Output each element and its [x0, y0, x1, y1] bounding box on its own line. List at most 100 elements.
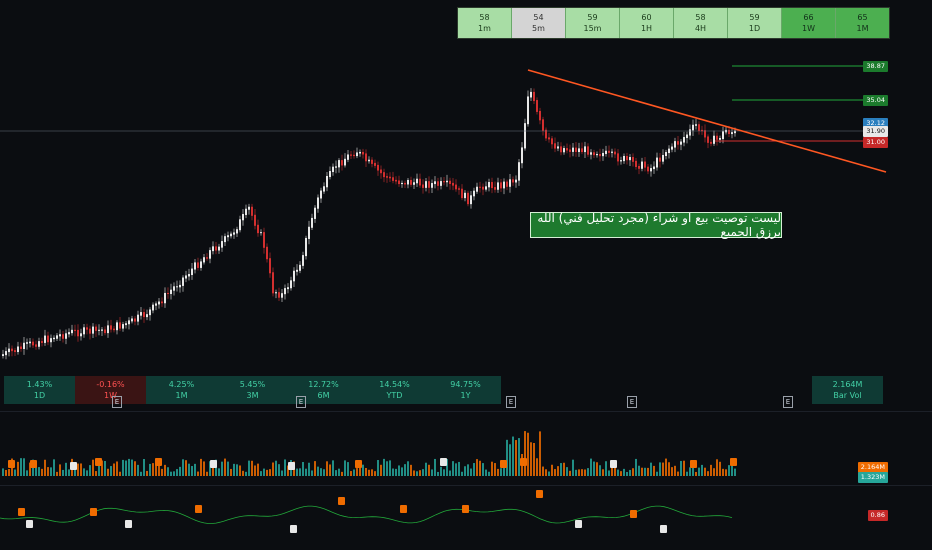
candle-body: [248, 206, 250, 210]
candle-body: [299, 264, 301, 271]
candle-body: [152, 304, 154, 311]
candle-body: [20, 346, 22, 349]
timeframe-score: 66: [803, 13, 814, 22]
candle-body: [224, 236, 226, 243]
volume-bar: [242, 470, 244, 476]
volume-bar: [230, 468, 232, 476]
timeframe-label: 1W: [802, 24, 815, 33]
volume-bar: [197, 471, 199, 476]
volume-bar: [671, 467, 673, 476]
candle-body: [257, 224, 259, 234]
candle-body: [542, 119, 544, 131]
volume-ma-tag: 1.323M: [857, 472, 888, 483]
candle-body: [617, 153, 619, 162]
volume-bar: [323, 469, 325, 476]
candle-body: [146, 314, 148, 318]
candle-body: [371, 159, 373, 164]
candle-body: [86, 327, 88, 330]
volume-bar: [566, 467, 568, 476]
candle-body: [17, 346, 19, 353]
signal-tag: [195, 505, 202, 513]
volume-bar: [605, 461, 607, 476]
volume-bar: [473, 463, 475, 476]
signal-tag: [440, 458, 447, 466]
earnings-marker[interactable]: E: [783, 396, 793, 408]
volume-bar: [56, 471, 58, 476]
candle-body: [341, 160, 343, 166]
candle-body: [137, 314, 139, 322]
candle-body: [536, 100, 538, 112]
volume-bar: [587, 468, 589, 476]
volume-bar: [413, 470, 415, 476]
earnings-marker[interactable]: E: [627, 396, 637, 408]
volume-bar: [38, 467, 40, 476]
candle-body: [41, 341, 43, 343]
candle-body: [125, 323, 127, 326]
candle-body: [179, 284, 181, 288]
volume-bar: [533, 442, 535, 476]
volume-bar: [344, 460, 346, 476]
candle-body: [242, 214, 244, 221]
volume-bar: [20, 458, 22, 476]
volume-bar: [296, 468, 298, 476]
candle-body: [203, 257, 205, 263]
volume-bar: [542, 466, 544, 476]
candle-body: [701, 129, 703, 132]
timeframe-score: 54: [533, 13, 544, 22]
volume-bar: [314, 461, 316, 476]
volume-bar: [416, 471, 418, 476]
volume-bar: [716, 459, 718, 476]
disclaimer-note: ليست توصيت بيع او شراء (مجرد تحليل فني) …: [530, 211, 782, 239]
candle-body: [239, 219, 241, 231]
volume-bar: [440, 466, 442, 476]
candle-body: [149, 309, 151, 316]
volume-bar: [590, 458, 592, 476]
candle-body: [206, 257, 208, 259]
volume-bar: [548, 471, 550, 476]
candle-body: [626, 155, 628, 161]
earnings-marker[interactable]: E: [296, 396, 306, 408]
volume-bar: [392, 468, 394, 476]
candle-body: [635, 160, 637, 167]
signal-tag: [355, 460, 362, 468]
volume-bar: [161, 468, 163, 476]
volume-bar: [614, 460, 616, 476]
candle-body: [434, 181, 436, 185]
candle-body: [731, 132, 733, 135]
performance-period: 6M: [317, 391, 330, 400]
volume-bar: [644, 467, 646, 476]
candle-body: [674, 141, 676, 148]
candle-body: [56, 335, 58, 339]
volume-bar: [545, 469, 547, 476]
candle-body: [680, 141, 682, 145]
volume-bar: [563, 462, 565, 476]
volume-bar: [95, 471, 97, 476]
candle-body: [416, 178, 418, 184]
signal-tag: [155, 458, 162, 466]
candle-body: [539, 110, 541, 121]
candle-body: [458, 188, 460, 190]
volume-bar: [647, 467, 649, 476]
performance-value: 1.43%: [26, 380, 53, 389]
signal-tag: [630, 510, 637, 518]
volume-bar: [8, 469, 10, 476]
volume-bar: [485, 469, 487, 476]
candle-body: [293, 270, 295, 282]
earnings-marker[interactable]: E: [506, 396, 516, 408]
volume-bar: [611, 460, 613, 476]
candle-body: [14, 350, 16, 353]
signal-tag: [30, 460, 37, 468]
volume-bar: [578, 469, 580, 476]
candle-body: [29, 341, 31, 344]
volume-bar: [635, 458, 637, 476]
candle-body: [473, 190, 475, 197]
candle-body: [350, 154, 352, 156]
candle-body: [608, 150, 610, 153]
earnings-marker[interactable]: E: [112, 396, 122, 408]
signal-tag: [95, 458, 102, 466]
candle-body: [5, 351, 7, 356]
candle-body: [593, 152, 595, 156]
candle-body: [521, 147, 523, 164]
candle-body: [50, 338, 52, 343]
